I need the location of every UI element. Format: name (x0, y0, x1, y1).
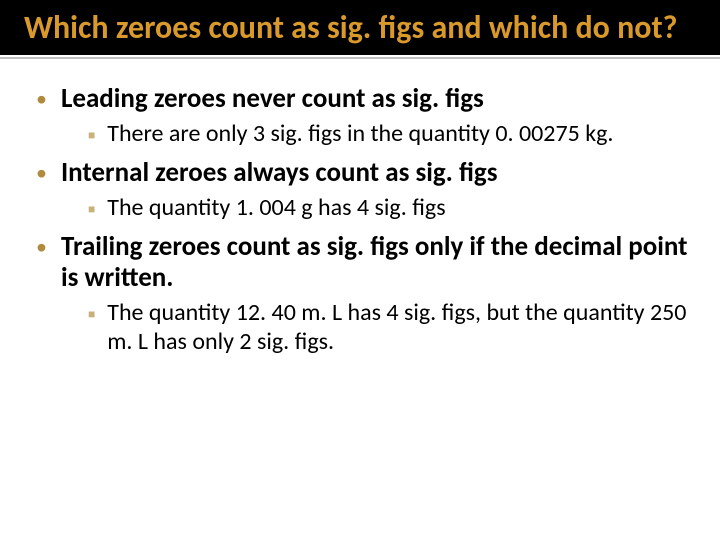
title-bar: Which zeroes count as sig. figs and whic… (0, 0, 720, 55)
bullet-dot-icon: • (36, 160, 47, 186)
bullet-dot-icon: • (36, 86, 47, 112)
bullet-level1: • Leading zeroes never count as sig. fig… (36, 83, 692, 114)
slide-content: • Leading zeroes never count as sig. fig… (0, 59, 720, 540)
slide-title: Which zeroes count as sig. figs and whic… (24, 10, 696, 45)
bullet-level1: • Internal zeroes always count as sig. f… (36, 157, 692, 188)
bullet-level2: ■ The quantity 1. 004 g has 4 sig. figs (88, 194, 692, 223)
bullet-text: The quantity 12. 40 m. L has 4 sig. figs… (107, 299, 692, 357)
bullet-dot-icon: • (36, 234, 47, 260)
bullet-text: Internal zeroes always count as sig. fig… (61, 157, 498, 188)
bullet-level2: ■ There are only 3 sig. figs in the quan… (88, 120, 692, 149)
bullet-text: Leading zeroes never count as sig. figs (61, 83, 484, 114)
bullet-text: There are only 3 sig. figs in the quanti… (107, 120, 613, 149)
bullet-text: Trailing zeroes count as sig. figs only … (61, 231, 692, 293)
bullet-level1: • Trailing zeroes count as sig. figs onl… (36, 231, 692, 293)
slide: Which zeroes count as sig. figs and whic… (0, 0, 720, 540)
bullet-text: The quantity 1. 004 g has 4 sig. figs (107, 194, 445, 223)
bullet-square-icon: ■ (88, 309, 95, 321)
bullet-level2: ■ The quantity 12. 40 m. L has 4 sig. fi… (88, 299, 692, 357)
bullet-square-icon: ■ (88, 204, 95, 216)
bullet-square-icon: ■ (88, 130, 95, 142)
